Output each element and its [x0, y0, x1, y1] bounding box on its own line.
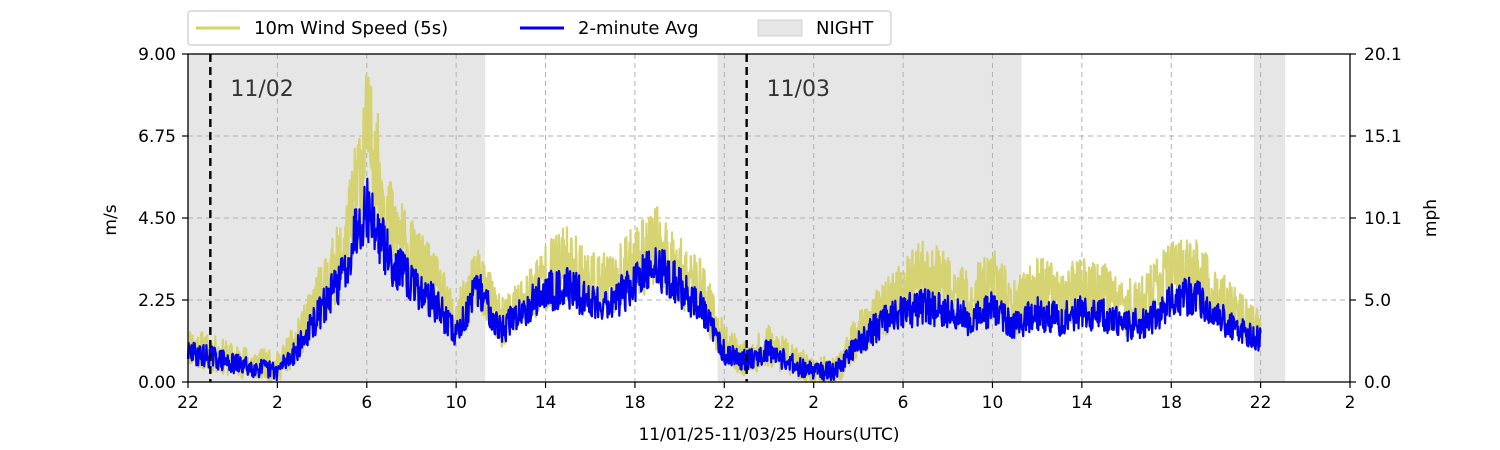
series-line [186, 177, 1262, 382]
series-line [186, 73, 1262, 384]
left-y-tick-label: 2.25 [138, 291, 176, 311]
right-y-tick-label: 0.0 [1364, 373, 1391, 393]
left-y-axis-label: m/s [101, 204, 121, 235]
x-tick-label: 2 [1345, 393, 1356, 413]
left-y-tick-label: 4.50 [138, 209, 176, 229]
x-axis-label: 11/01/25-11/03/25 Hours(UTC) [638, 425, 899, 445]
left-y-tick-label: 6.75 [138, 127, 176, 147]
right-y-tick-label: 20.1 [1364, 45, 1402, 65]
x-tick-label: 22 [1250, 393, 1272, 413]
legend-label: NIGHT [816, 18, 874, 39]
legend-swatch-patch [757, 19, 803, 37]
right-y-axis-label: mph [1421, 199, 1441, 237]
x-tick-label: 6 [361, 393, 372, 413]
legend-label: 10m Wind Speed (5s) [254, 18, 448, 39]
legend-label: 2-minute Avg [578, 18, 699, 39]
x-tick-label: 2 [272, 393, 283, 413]
x-tick-label: 14 [535, 393, 557, 413]
legend-items: 10m Wind Speed (5s) 2-minute Avg NIGHT [196, 18, 874, 39]
right-y-tick-label: 10.1 [1364, 209, 1402, 229]
x-tick-label: 22 [713, 393, 735, 413]
date-marker-label: 11/02 [230, 77, 293, 102]
x-tick-label: 18 [624, 393, 646, 413]
left-y-tick-label: 9.00 [138, 45, 176, 65]
left-y-tick-label: 0.00 [138, 373, 176, 393]
x-tick-label: 22 [177, 393, 199, 413]
date-marker-label: 11/03 [767, 77, 830, 102]
x-tick-label: 14 [1071, 393, 1093, 413]
x-tick-label: 2 [808, 393, 819, 413]
right-y-tick-label: 5.0 [1364, 291, 1391, 311]
date-marker-layer: 11/02 11/03 [209, 54, 830, 382]
right-y-tick-label: 15.1 [1364, 127, 1402, 147]
series-layer [186, 73, 1262, 384]
x-tick-label: 10 [445, 393, 467, 413]
x-tick-label: 10 [982, 393, 1004, 413]
legend: 10m Wind Speed (5s) 2-minute Avg NIGHT [187, 10, 892, 46]
x-tick-label: 6 [898, 393, 909, 413]
axis-layer: 22 2 6 10 14 18 22 2 6 10 14 18 22 20.00 0.02.25 5.04.5… [138, 45, 1402, 413]
x-tick-label: 18 [1160, 393, 1182, 413]
